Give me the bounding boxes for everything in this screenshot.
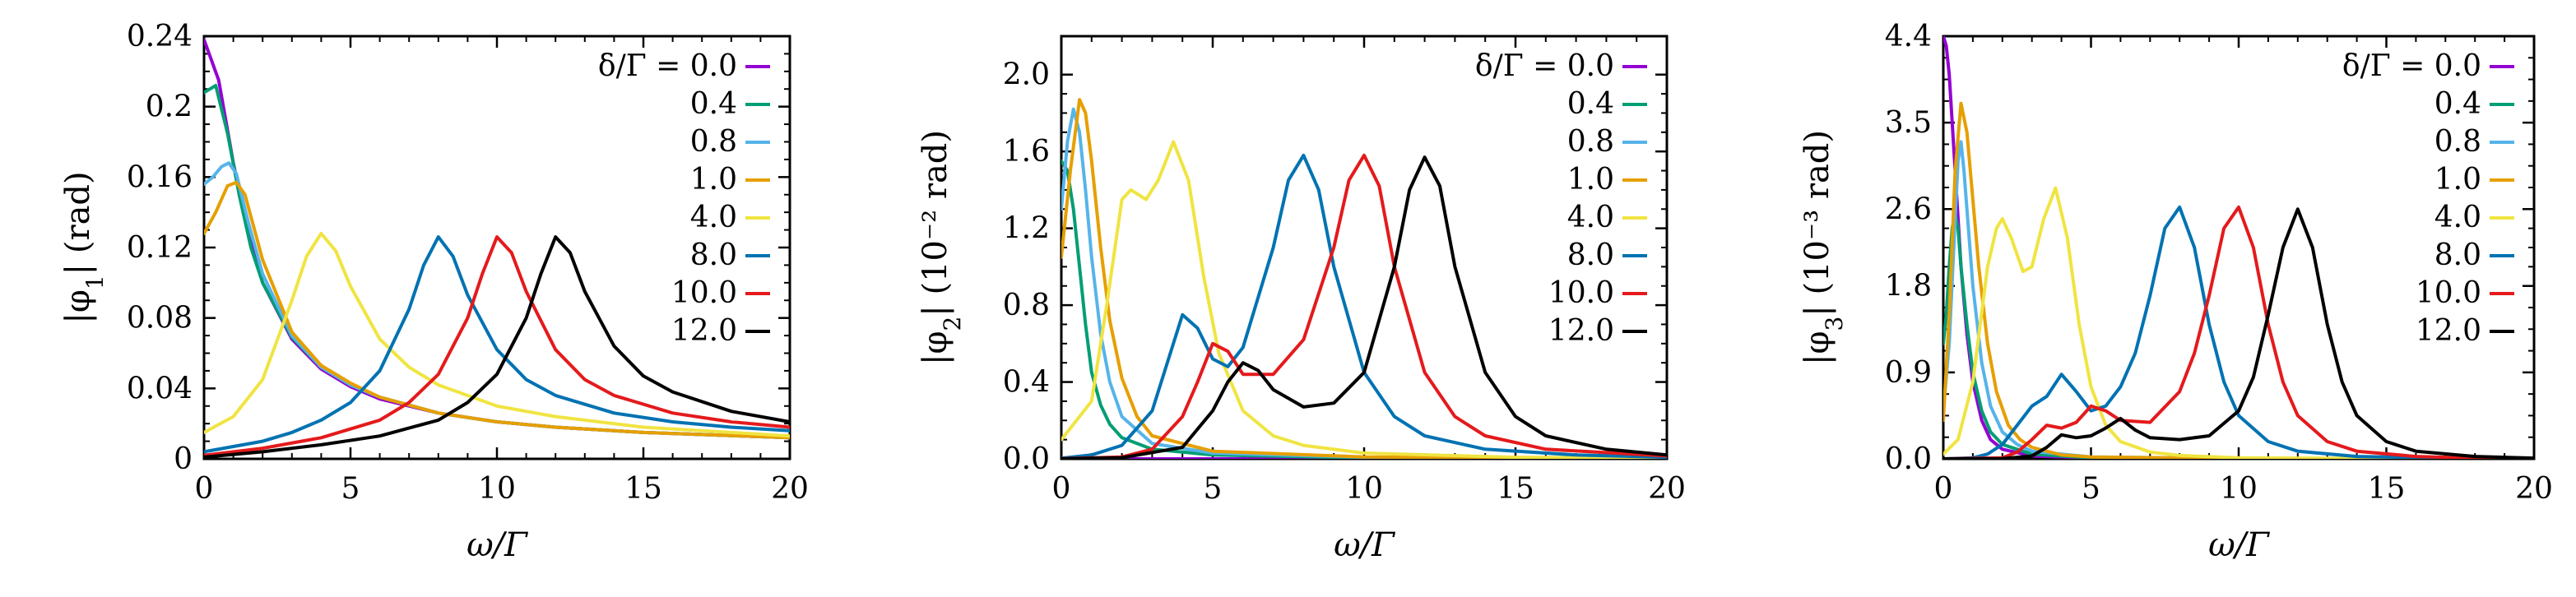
series-line-12-0	[204, 235, 790, 459]
legend-entry-label: 12.0	[671, 314, 737, 348]
y-tick-label: 3.5	[1885, 106, 1932, 140]
y-tick-label: 0.0	[1885, 442, 1932, 476]
series-line-10-0	[204, 235, 790, 457]
x-tick-label: 20	[1648, 472, 1686, 506]
x-tick-label: 0	[1052, 472, 1071, 506]
legend-entry-label: 0.8	[690, 125, 737, 159]
y-tick-label: 0.04	[127, 372, 193, 405]
series-line-4-0	[204, 231, 790, 438]
y-tick-label: 1.2	[1003, 212, 1050, 246]
chart-panel-2: 0 5 10 15 20 0.0 0.4 0.8 1.2 1.6 2.0 ω/Γ |φ2| (10⁻² …	[917, 35, 1686, 564]
legend-entry-label: 0.8	[2434, 125, 2481, 159]
y-axis-label: |φ1| (rad)	[59, 171, 109, 323]
y-tick-label: 0.08	[127, 302, 193, 336]
x-tick-label: 15	[624, 472, 662, 506]
legend-entry-label: 10.0	[1548, 276, 1614, 310]
legend-entry-label: 4.0	[1567, 201, 1614, 234]
legend-entry-label: 10.0	[671, 276, 737, 310]
series-line-12-0	[1943, 207, 2534, 459]
y-tick-label: 0	[174, 442, 193, 476]
x-tick-label: 10	[1345, 472, 1383, 506]
legend-entry-label: 8.0	[2434, 238, 2481, 272]
series-line-1-0	[204, 180, 790, 440]
legend-entry-label: 0.8	[1567, 125, 1614, 159]
y-tick-label: 2.6	[1885, 192, 1932, 226]
y-axis-label: |φ2| (10⁻² rad)	[917, 130, 966, 365]
x-tick-label: 15	[2368, 472, 2406, 506]
x-tick-label: 5	[1204, 472, 1223, 506]
series-line-10-0	[1061, 153, 1667, 459]
series-line-8-0	[204, 235, 790, 454]
x-tick-label: 5	[341, 472, 360, 506]
x-axis-label: ω/Γ	[2208, 526, 2270, 564]
series-line-1-0	[1943, 101, 2534, 459]
y-tick-label: 4.4	[1885, 20, 1932, 53]
series-line-8-0	[1943, 205, 2534, 459]
y-tick-label: 1.6	[1003, 135, 1050, 169]
legend-entry-label: 1.0	[690, 163, 737, 197]
legend-entry-label: 8.0	[690, 238, 737, 272]
y-tick-label: 0.8	[1003, 289, 1050, 322]
series-line-10-0	[1943, 205, 2534, 459]
x-axis-label: ω/Γ	[1334, 526, 1395, 564]
series-line-0-4	[1061, 159, 1667, 459]
x-tick-label: 15	[1497, 472, 1534, 506]
x-tick-label: 5	[2082, 472, 2100, 506]
legend-title: δ/Γ = 0.0	[1475, 49, 1614, 83]
x-tick-label: 0	[1934, 472, 1953, 506]
y-tick-label: 0.2	[146, 90, 193, 124]
x-tick-label: 0	[195, 472, 214, 506]
legend-entry-label: 12.0	[2416, 314, 2481, 348]
legend-entry-label: 4.0	[2434, 201, 2481, 234]
legend-entry-label: 10.0	[2416, 276, 2481, 310]
x-axis-label: ω/Γ	[466, 526, 528, 564]
y-tick-label: 0.12	[127, 231, 193, 265]
y-axis-label: |φ3| (10⁻³ rad)	[1799, 130, 1848, 365]
x-tick-label: 20	[771, 472, 809, 506]
legend-title: δ/Γ = 0.0	[598, 49, 737, 83]
chart-panel-1: 0 5 10 15 20 0 0.04 0.08 0.12 0.16 0.2 0.24 ω/Γ |φ1| …	[59, 20, 809, 564]
legend-entry-label: 1.0	[2434, 163, 2481, 197]
y-tick-label: 1.8	[1885, 270, 1932, 303]
y-tick-label: 2.0	[1003, 58, 1050, 92]
series-line-4-0	[1943, 186, 2534, 459]
legend-title: δ/Γ = 0.0	[2342, 49, 2481, 83]
x-tick-label: 10	[2220, 472, 2258, 506]
x-tick-label: 20	[2515, 472, 2553, 506]
legend-entry-label: 8.0	[1567, 238, 1614, 272]
y-tick-label: 0.24	[127, 20, 193, 53]
legend-entry-label: 0.4	[690, 87, 737, 121]
series-line-4-0	[1061, 140, 1667, 459]
y-tick-label: 0.0	[1003, 442, 1050, 476]
y-tick-label: 0.9	[1885, 356, 1932, 390]
series-line-12-0	[1061, 155, 1667, 459]
chart-panel-3: 0 5 10 15 20 0.0 0.9 1.8 2.6 3.5 4.4 ω/Γ |φ3| (10⁻³ …	[1799, 20, 2553, 564]
legend-entry-label: 1.0	[1567, 163, 1614, 197]
y-tick-label: 0.16	[127, 160, 193, 194]
series-line-1-0	[1061, 98, 1667, 459]
y-tick-label: 0.4	[1003, 366, 1050, 400]
x-tick-label: 10	[478, 472, 516, 506]
series-line-8-0	[1061, 153, 1667, 459]
legend-entry-label: 0.4	[2434, 87, 2481, 121]
legend-entry-label: 4.0	[690, 201, 737, 234]
legend-entry-label: 0.4	[1567, 87, 1614, 121]
legend-entry-label: 12.0	[1548, 314, 1614, 348]
